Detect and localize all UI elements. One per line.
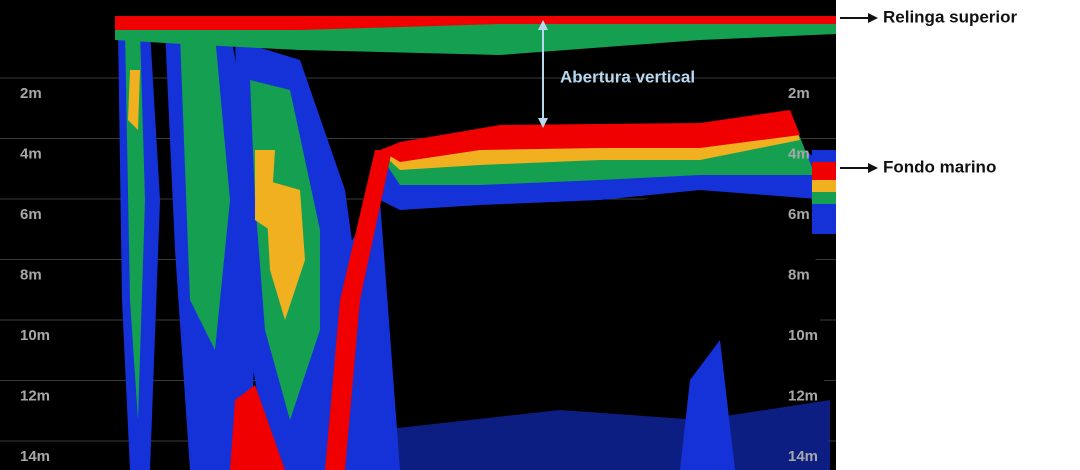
arrow-head bbox=[868, 163, 878, 173]
headrope-label: Relinga superior bbox=[883, 7, 1018, 26]
color-strip bbox=[812, 204, 836, 234]
depth-label: 2m bbox=[788, 85, 810, 102]
depth-label: 4m bbox=[788, 145, 810, 162]
depth-label: 4m bbox=[20, 145, 42, 162]
echogram-figure: 2m 2m 4m 4m 6m 6m 8m 8m 10m 10m 12m 12m 14m 14m Abert… bbox=[0, 0, 1080, 470]
echo-plume bbox=[128, 70, 140, 130]
arrow-head bbox=[868, 13, 878, 23]
color-strip bbox=[812, 192, 836, 204]
color-strip bbox=[812, 180, 836, 192]
depth-label: 12m bbox=[20, 387, 50, 404]
depth-label: 8m bbox=[20, 266, 42, 283]
color-strip bbox=[812, 162, 836, 180]
depth-label: 14m bbox=[20, 448, 50, 465]
vertical-opening-label: Abertura vertical bbox=[560, 67, 695, 86]
depth-label: 10m bbox=[788, 327, 818, 344]
depth-label: 6m bbox=[788, 206, 810, 223]
depth-label: 10m bbox=[20, 327, 50, 344]
depth-label: 12m bbox=[788, 387, 818, 404]
depth-label: 2m bbox=[20, 85, 42, 102]
color-strip bbox=[812, 150, 836, 162]
seabed-label: Fondo marino bbox=[883, 157, 996, 176]
depth-label: 8m bbox=[788, 266, 810, 283]
depth-label: 14m bbox=[788, 448, 818, 465]
depth-label: 6m bbox=[20, 206, 42, 223]
